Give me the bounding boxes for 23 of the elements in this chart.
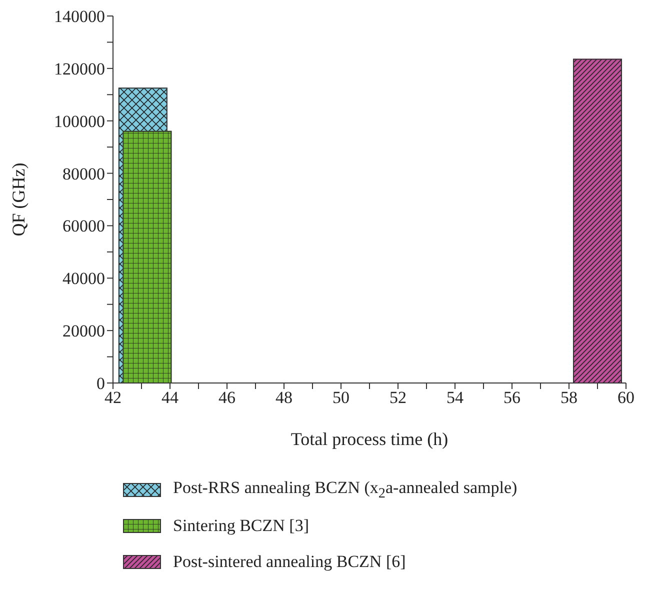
- y-tick-label: 140000: [54, 7, 105, 26]
- x-tick-label: 58: [560, 388, 578, 408]
- y-tick-label: 120000: [54, 59, 105, 78]
- legend-label: Sintering BCZN [3]: [173, 516, 309, 536]
- y-tick-label: 40000: [62, 269, 105, 288]
- x-tick-label: 52: [390, 388, 406, 408]
- x-tick-label: 42: [104, 388, 122, 408]
- y-tick-label: 0: [96, 374, 105, 394]
- y-tick-label: 60000: [62, 216, 105, 236]
- x-tick-label: 54: [446, 388, 464, 408]
- y-tick-label: 100000: [54, 112, 105, 131]
- x-tick-label: 44: [162, 388, 179, 408]
- x-tick-label: 50: [332, 388, 350, 408]
- y-tick-label: 20000: [62, 322, 105, 341]
- x-tick-label: 56: [504, 388, 520, 408]
- y-axis-title: QF (GHz): [8, 162, 28, 236]
- legend-label: Post-sintered annealing BCZN [6]: [173, 552, 406, 572]
- y-tick-label: 80000: [62, 164, 105, 184]
- x-tick-label: 48: [276, 388, 292, 408]
- x-tick-label: 60: [618, 388, 634, 408]
- x-tick-label: 46: [218, 388, 236, 408]
- legend-label: Post-RRS annealing BCZN (x$_{2}$a-annealed sample): [173, 478, 518, 502]
- x-axis-title: Total process time (h): [290, 429, 448, 449]
